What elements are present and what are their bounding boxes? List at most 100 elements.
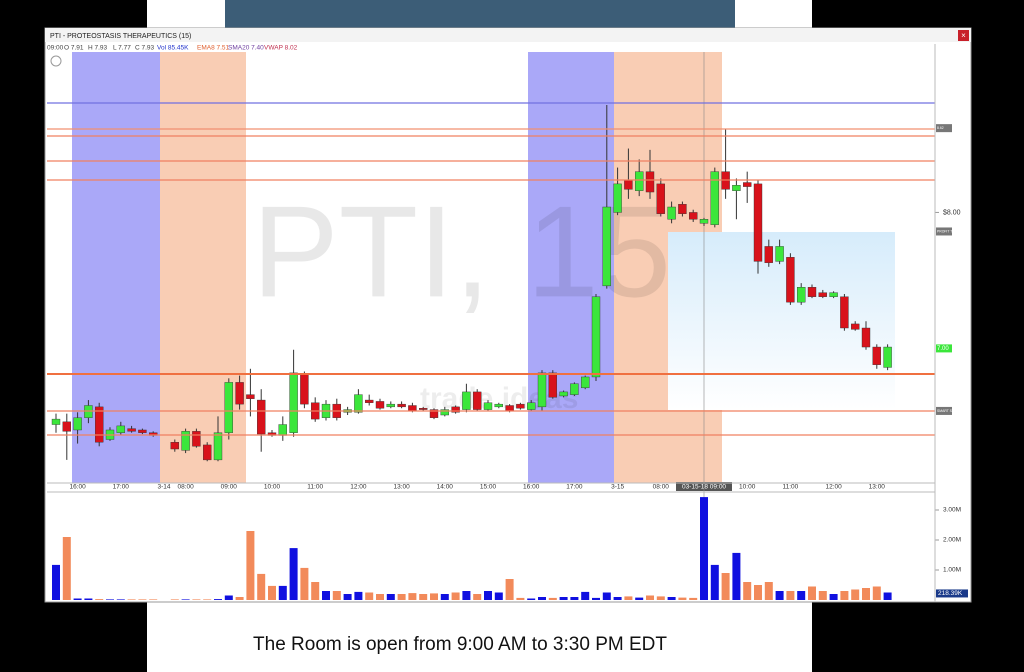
volume-bar xyxy=(786,591,795,600)
x-tick-label: 10:00 xyxy=(264,484,281,491)
heart-icon[interactable] xyxy=(50,55,62,67)
legend: 09:00 O 7.91 H 7.93 L 7.77 C 7.93 Vol 85… xyxy=(47,45,298,52)
x-tick-label: 08:00 xyxy=(177,484,194,491)
volume-tag xyxy=(936,589,968,598)
volume-bar xyxy=(538,597,546,600)
levels xyxy=(47,102,935,436)
x-tick-label: 17:00 xyxy=(566,484,583,491)
volume-bar xyxy=(808,586,816,600)
close-icon[interactable]: × xyxy=(961,31,966,40)
x-tick-label: 15:00 xyxy=(480,484,497,491)
candle-body xyxy=(397,403,406,408)
candle-body xyxy=(872,346,881,365)
volume-bar xyxy=(106,599,114,600)
volume-tick-label: 2.00M xyxy=(943,537,961,544)
x-tick-label: 16:00 xyxy=(523,484,540,491)
candle-body xyxy=(797,287,806,303)
volume-bar xyxy=(332,591,341,600)
volume-bar xyxy=(710,564,719,600)
volume-bar xyxy=(613,597,622,600)
candle-body xyxy=(559,391,568,397)
candle-body xyxy=(181,431,190,451)
volume-bar xyxy=(52,564,60,600)
volume-bar xyxy=(62,537,71,600)
candle-body xyxy=(300,374,309,405)
volume-bar xyxy=(235,597,244,600)
target-zone xyxy=(668,232,895,410)
volume-bar xyxy=(365,592,374,600)
x-tick-label: 16:00 xyxy=(69,484,86,491)
candle-body xyxy=(224,382,234,433)
volume-bar xyxy=(883,592,892,600)
volume-bar xyxy=(818,591,827,600)
volume-bar xyxy=(300,567,309,600)
x-tick-label: 14:00 xyxy=(437,484,454,491)
volume-bar xyxy=(397,594,406,600)
volume-bar xyxy=(127,599,136,600)
price-tag xyxy=(936,124,952,133)
volume-bar xyxy=(84,598,93,600)
candle-body xyxy=(94,406,104,443)
session-shade xyxy=(160,52,246,483)
video-margin xyxy=(735,0,812,28)
y-tick-label: $8.00 xyxy=(943,209,961,216)
candle-body xyxy=(581,376,590,389)
volume-bar xyxy=(559,597,568,600)
candle-body xyxy=(127,428,136,432)
candle-body xyxy=(494,403,503,408)
candle-body xyxy=(602,206,611,287)
candle-body xyxy=(818,292,827,297)
candle-body xyxy=(84,405,93,418)
volume-bar xyxy=(797,591,806,600)
volume-tick-label: 1.00M xyxy=(943,567,961,574)
volume-bar xyxy=(462,591,471,600)
volume-bar xyxy=(138,599,147,600)
close-button[interactable] xyxy=(958,30,969,41)
volume-bar xyxy=(95,599,104,600)
candle-body xyxy=(246,394,255,399)
candle-body xyxy=(591,296,601,378)
volume-bar xyxy=(872,586,881,600)
volume-bar xyxy=(570,597,579,600)
volume-bar xyxy=(246,531,255,600)
candle-body xyxy=(527,402,536,410)
volume-bar xyxy=(440,594,449,600)
legend-item: EMA8 7.51 xyxy=(197,45,230,52)
x-tick-label: 3-15 xyxy=(611,484,624,491)
volume-bar xyxy=(192,599,201,600)
candle-body xyxy=(753,183,763,262)
volume-bar xyxy=(840,591,849,600)
price-tag xyxy=(936,406,952,415)
volume-bar xyxy=(678,597,687,600)
volume-bar xyxy=(754,585,762,600)
legend-item: 09:00 xyxy=(47,45,64,52)
volume-bar xyxy=(376,594,384,600)
legend-item: Vol 85.45K xyxy=(157,45,189,52)
candle-body xyxy=(138,429,147,433)
volume-bar xyxy=(289,548,298,600)
x-tick-label: 08:00 xyxy=(653,484,670,491)
volume-bar xyxy=(73,598,82,600)
candle-body xyxy=(775,246,784,262)
volume-bar xyxy=(451,592,460,600)
volume-bar xyxy=(764,582,773,600)
volume-bar xyxy=(646,595,654,600)
volume-bar xyxy=(257,573,266,600)
volume-bar xyxy=(354,591,363,600)
price-tag-label: 7.00 xyxy=(937,346,949,352)
volume-bar xyxy=(721,573,730,600)
candle-body xyxy=(429,409,439,418)
volume-bar xyxy=(322,591,330,600)
volume-bar xyxy=(505,579,514,600)
x-tick-label: 17:00 xyxy=(113,484,130,491)
volume-tick-label: 3.00M xyxy=(943,507,961,514)
volume-bar xyxy=(386,594,395,600)
price-tag-label: 8.62 xyxy=(937,126,944,130)
x-tick-label: 11:00 xyxy=(307,484,323,491)
candle-body xyxy=(786,257,795,303)
volume-bar xyxy=(656,596,665,600)
candle-body xyxy=(408,405,417,412)
price-tag xyxy=(936,344,952,353)
volume-bar xyxy=(862,588,870,600)
price-tag-label: SMART STOP xyxy=(937,409,960,413)
